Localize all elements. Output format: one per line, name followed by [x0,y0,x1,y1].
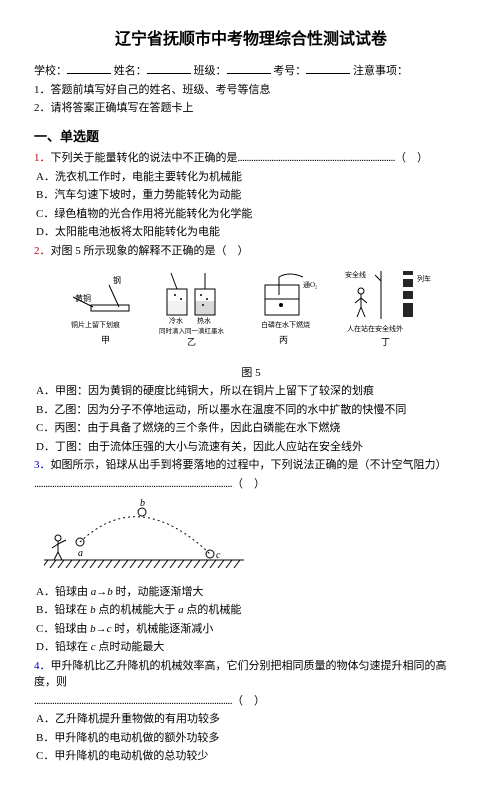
q3c-2: 时，机械能逐渐减小 [111,623,213,635]
class-blank [227,62,271,74]
q3b-2: 点的机械能大于 [96,604,179,616]
q1-opt-b: B．汽车匀速下坡时，重力势能转化为动能 [36,187,468,204]
fig-yi-hot: 热水 [197,316,211,325]
q2-text: 对图 5 所示现象的解释不正确的是（ ） [51,245,249,257]
fig-bing-label: 丙 [279,335,288,345]
q3-point-c: c [216,550,221,561]
q3-point-a: a [78,548,83,559]
q1-number: 1． [34,152,51,164]
id-label: 考号： [273,65,306,77]
fig-jia-cut: 铜片上留下划痕 [71,320,120,329]
fig-ding-train: 列车 [417,274,431,283]
q3-figure: a b c [44,498,468,578]
q1-opt-a-text: 洗衣机工作时，电能主要转化为机械能 [55,171,242,183]
q4-opt-b: B．甲升降机的电动机做的额外功较多 [36,730,468,747]
q1-opt-d-text: 太阳能电池板将太阳能转化为电能 [55,226,220,238]
q1-opt-c-text: 绿色植物的光合作用将光能转化为化学能 [54,208,252,220]
fig-jia-steel: 钢 [113,275,121,285]
q2-figure-svg: 黄铜 钢 铜片上留下划痕 甲 冷水 热水 同时滴入同一滴红墨水 乙 [61,265,441,357]
q2-stem: 2．对图 5 所示现象的解释不正确的是（ ） [34,243,468,260]
q2-opt-b: B．乙图：因为分子不停地运动，所以墨水在温度不同的水中扩散的快慢不同 [36,402,468,419]
fig-ding-safe: 安全线 [345,270,366,279]
fig-bing-o2: 通O₂ [303,280,318,289]
fig-bing-burn: 白磷在水下燃烧 [261,320,310,329]
q3-number: 3． [34,459,51,471]
q3c-bc: b→c [90,623,111,635]
q2-opt-c-text: 丙图：由于具备了燃烧的三个条件，因此白磷能在水下燃烧 [54,422,340,434]
q4-stem: 4．甲升降机比乙升降机的机械效率高，它们分别把相同质量的物体匀速提升相同的高度，… [34,658,468,691]
fig-yi-cold: 冷水 [169,316,183,325]
q3-stem: 3．如图所示，铅球从出手到将要落地的过程中，下列说法正确的是（不计空气阻力） [34,457,468,474]
q2-opt-a: A．甲图：因为黄铜的硬度比纯铜大，所以在铜片上留下了较深的划痕 [36,383,468,400]
q3b-3: 点的机械能 [184,604,242,616]
page-title: 辽宁省抚顺市中考物理综合性测试试卷 [34,28,468,52]
q3b-1: 铅球在 [54,604,90,616]
q3a-2: 时，动能逐渐增大 [113,586,204,598]
q1-dots: ........................................… [238,150,396,167]
q1-paren: （ ） [395,152,428,164]
q4-paren: （ ） [232,695,265,707]
name-blank [147,62,191,74]
school-blank [67,62,111,74]
q2-opt-a-text: 甲图：因为黄铜的硬度比纯铜大，所以在铜片上留下了较深的划痕 [55,385,374,397]
q3-dots: ........................................… [34,476,232,493]
school-label: 学校： [34,65,67,77]
q3d-1: 铅球在 [55,641,91,653]
q3d-2: 点时动能最大 [96,641,165,653]
q4-opt-a: A．乙升降机提升重物做的有用功较多 [36,711,468,728]
q3-text: 如图所示，铅球从出手到将要落地的过程中，下列说法正确的是（不计空气阻力） [51,459,447,471]
q2-figure: 黄铜 钢 铜片上留下划痕 甲 冷水 热水 同时滴入同一滴红墨水 乙 [34,265,468,381]
q4-text: 甲升降机比乙升降机的机械效率高，它们分别把相同质量的物体匀速提升相同的高度，则 [34,660,447,689]
q2-number: 2． [34,245,51,257]
q3c-1: 铅球由 [54,623,90,635]
class-label: 班级： [194,65,227,77]
q2-opt-d-text: 丁图：由于流体压强的大小与流速有关，因此人应站在安全线外 [55,441,363,453]
id-blank [306,62,350,74]
instruction-1: 1．答题前填写好自己的姓名、班级、考号等信息 [34,82,468,99]
q3-opt-c: C．铅球由 b→c 时，机械能逐渐减小 [36,621,468,638]
q1-opt-a: A．洗衣机工作时，电能主要转化为机械能 [36,169,468,186]
q4-dots: ........................................… [34,693,232,710]
q4-number: 4． [34,660,51,672]
q2-figure-caption: 图 5 [34,365,468,382]
q1-opt-d: D．太阳能电池板将太阳能转化为电能 [36,224,468,241]
q2-opt-d: D．丁图：由于流体压强的大小与流速有关，因此人应站在安全线外 [36,439,468,456]
q1-opt-b-text: 汽车匀速下坡时，重力势能转化为动能 [54,189,241,201]
fig-ding-label: 丁 [381,337,390,347]
q3a-1: 铅球由 [55,586,91,598]
q1-opt-c: C．绿色植物的光合作用将光能转化为化学能 [36,206,468,223]
fig-yi-same: 同时滴入同一滴红墨水 [159,326,225,335]
q4-opt-b-text: 甲升降机的电动机做的额外功较多 [54,732,219,744]
q3-opt-a: A．铅球由 a→b 时，动能逐渐增大 [36,584,468,601]
q4-opt-c-text: 甲升降机的电动机做的总功较少 [54,750,208,762]
fig-jia-label: 甲 [101,335,110,345]
instruction-2: 2．请将答案正确填写在答题卡上 [34,100,468,117]
q1-text: 下列关于能量转化的说法中不正确的是 [51,152,238,164]
q3-paren: （ ） [232,478,265,490]
q3-point-b: b [140,498,145,509]
q3-figure-svg: a b c [44,498,244,572]
q3-opt-d: D．铅球在 c 点时动能最大 [36,639,468,656]
fig-ding-note: 人在站在安全线外 [347,324,403,333]
q1-stem: 1．下列关于能量转化的说法中不正确的是.....................… [34,150,468,167]
header-row: 学校： 姓名： 班级： 考号： 注意事项： [34,62,468,80]
q4-dotsline: ........................................… [34,693,468,710]
q3a-ab: a→b [91,586,113,598]
section-1-heading: 一、单选题 [34,127,468,147]
q4-opt-a-text: 乙升降机提升重物做的有用功较多 [55,713,220,725]
fig-yi-label: 乙 [187,337,196,347]
q4-opt-c: C．甲升降机的电动机做的总功较少 [36,748,468,765]
q3-dotsline: ........................................… [34,476,468,493]
note-label: 注意事项： [353,65,408,77]
q2-opt-c: C．丙图：由于具备了燃烧的三个条件，因此白磷能在水下燃烧 [36,420,468,437]
name-label: 姓名： [114,65,147,77]
q3-opt-b: B．铅球在 b 点的机械能大于 a 点的机械能 [36,602,468,619]
q2-opt-b-text: 乙图：因为分子不停地运动，所以墨水在温度不同的水中扩散的快慢不同 [54,404,406,416]
